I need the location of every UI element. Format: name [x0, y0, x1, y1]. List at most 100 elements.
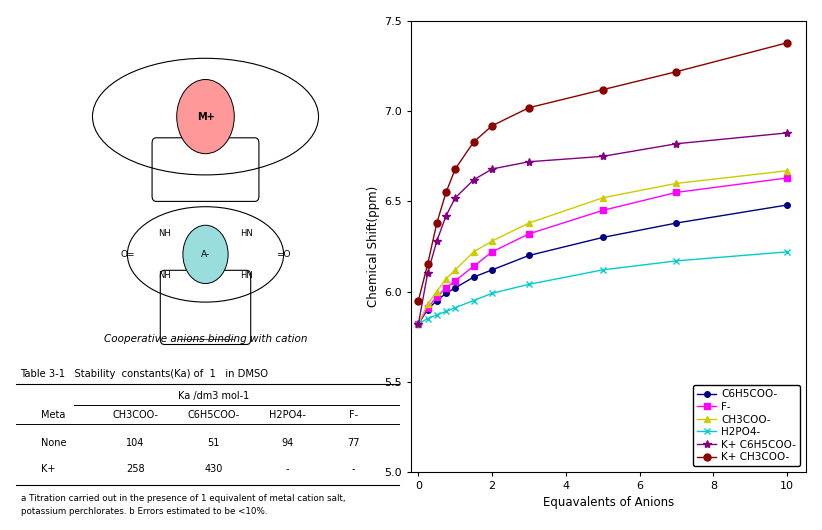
H2PO4-: [450, 305, 460, 311]
C6H5COO-: [672, 220, 681, 226]
C6H5COO-: [450, 285, 460, 291]
F-: [441, 285, 451, 291]
C6H5COO-: [598, 234, 607, 241]
K+ CH3COO-: [441, 189, 451, 196]
K+ CH3COO-: [432, 220, 441, 226]
Text: 430: 430: [205, 464, 223, 474]
K+ CH3COO-: [423, 261, 432, 268]
K+ C6H5COO-: [423, 270, 432, 277]
Circle shape: [177, 80, 234, 154]
Text: potassium perchlorates. b Errors estimated to be <10%.: potassium perchlorates. b Errors estimat…: [21, 507, 267, 516]
CH3COO-: [441, 276, 451, 282]
F-: [487, 249, 497, 255]
H2PO4-: [423, 315, 432, 322]
Circle shape: [182, 225, 228, 284]
K+ CH3COO-: [487, 122, 497, 129]
Text: a Titration carried out in the presence of 1 equivalent of metal cation salt,: a Titration carried out in the presence …: [21, 494, 345, 502]
F-: [469, 263, 478, 269]
K+ CH3COO-: [469, 139, 478, 145]
Text: -: -: [352, 464, 355, 474]
K+ C6H5COO-: [783, 130, 792, 136]
K+ CH3COO-: [672, 68, 681, 75]
CH3COO-: [487, 238, 497, 244]
H2PO4-: [432, 312, 441, 318]
Text: 94: 94: [282, 438, 293, 447]
C6H5COO-: [469, 274, 478, 280]
K+ C6H5COO-: [450, 195, 460, 201]
K+ C6H5COO-: [598, 153, 607, 160]
Line: K+ C6H5COO-: K+ C6H5COO-: [414, 129, 792, 328]
Text: Meta: Meta: [41, 410, 66, 420]
K+ C6H5COO-: [413, 321, 423, 327]
Text: HN: HN: [240, 271, 253, 280]
Text: A-: A-: [201, 250, 210, 259]
K+ C6H5COO-: [469, 176, 478, 183]
Text: Cooperative anions binding with cation: Cooperative anions binding with cation: [104, 334, 307, 344]
Text: CH3COO-: CH3COO-: [113, 410, 159, 420]
Text: 104: 104: [127, 438, 145, 447]
Line: C6H5COO-: C6H5COO-: [416, 202, 790, 326]
C6H5COO-: [487, 267, 497, 273]
CH3COO-: [524, 220, 534, 226]
Text: O=: O=: [120, 250, 135, 259]
Text: Table 3-1   Stability  constants(Ka) of  1   in DMSO: Table 3-1 Stability constants(Ka) of 1 i…: [21, 369, 269, 378]
F-: [413, 321, 423, 327]
Text: 51: 51: [207, 438, 220, 447]
Text: -: -: [286, 464, 289, 474]
C6H5COO-: [441, 290, 451, 296]
H2PO4-: [441, 308, 451, 314]
CH3COO-: [450, 267, 460, 273]
CH3COO-: [783, 167, 792, 174]
Text: NH: NH: [158, 229, 171, 237]
C6H5COO-: [783, 202, 792, 208]
K+ CH3COO-: [413, 297, 423, 304]
H2PO4-: [487, 290, 497, 296]
K+ CH3COO-: [783, 40, 792, 46]
Text: K+: K+: [41, 464, 55, 474]
H2PO4-: [783, 249, 792, 255]
K+ C6H5COO-: [524, 158, 534, 165]
Line: K+ CH3COO-: K+ CH3COO-: [415, 39, 791, 304]
F-: [672, 189, 681, 196]
F-: [432, 294, 441, 300]
Text: =O: =O: [276, 250, 291, 259]
K+ C6H5COO-: [672, 140, 681, 147]
H2PO4-: [524, 281, 534, 287]
Line: H2PO4-: H2PO4-: [415, 249, 791, 328]
Text: 77: 77: [347, 438, 360, 447]
H2PO4-: [413, 321, 423, 327]
C6H5COO-: [524, 252, 534, 259]
Text: NH: NH: [158, 271, 171, 280]
F-: [524, 231, 534, 237]
F-: [450, 278, 460, 284]
C6H5COO-: [423, 306, 432, 313]
Legend: C6H5COO-, F-, CH3COO-, H2PO4-, K+ C6H5COO-, K+ CH3COO-: C6H5COO-, F-, CH3COO-, H2PO4-, K+ C6H5CO…: [693, 385, 801, 466]
H2PO4-: [672, 258, 681, 264]
F-: [783, 175, 792, 181]
Line: F-: F-: [416, 175, 790, 326]
H2PO4-: [469, 297, 478, 304]
C6H5COO-: [413, 321, 423, 327]
Text: HN: HN: [240, 229, 253, 237]
Y-axis label: Chemical Shift(ppm): Chemical Shift(ppm): [367, 186, 380, 307]
Text: 258: 258: [127, 464, 145, 474]
K+ C6H5COO-: [487, 166, 497, 172]
F-: [423, 305, 432, 311]
K+ CH3COO-: [450, 166, 460, 172]
CH3COO-: [423, 301, 432, 307]
CH3COO-: [432, 288, 441, 295]
CH3COO-: [413, 321, 423, 327]
X-axis label: Equavalents of Anions: Equavalents of Anions: [543, 496, 674, 509]
CH3COO-: [469, 249, 478, 255]
K+ CH3COO-: [598, 86, 607, 93]
Text: None: None: [41, 438, 67, 447]
Text: H2PO4-: H2PO4-: [270, 410, 306, 420]
Text: F-: F-: [349, 410, 358, 420]
Line: CH3COO-: CH3COO-: [416, 168, 790, 326]
CH3COO-: [672, 180, 681, 187]
F-: [598, 207, 607, 214]
Text: M+: M+: [196, 112, 215, 121]
H2PO4-: [598, 267, 607, 273]
CH3COO-: [598, 195, 607, 201]
K+ C6H5COO-: [441, 213, 451, 219]
